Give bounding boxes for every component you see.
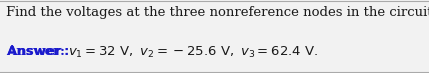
Text: $\mathbf{Answer:}\ $: $\mathbf{Answer:}\ $ bbox=[6, 45, 70, 58]
Text: $v_1 = 32\ \mathrm{V},\ v_2 = -25.6\ \mathrm{V},\ v_3 = 62.4\ \mathrm{V}.$: $v_1 = 32\ \mathrm{V},\ v_2 = -25.6\ \ma… bbox=[68, 45, 318, 60]
Text: Find the voltages at the three nonreference nodes in the circuit of Fig. 3.6.: Find the voltages at the three nonrefere… bbox=[6, 6, 429, 19]
Text: Answer:: Answer: bbox=[6, 45, 69, 58]
